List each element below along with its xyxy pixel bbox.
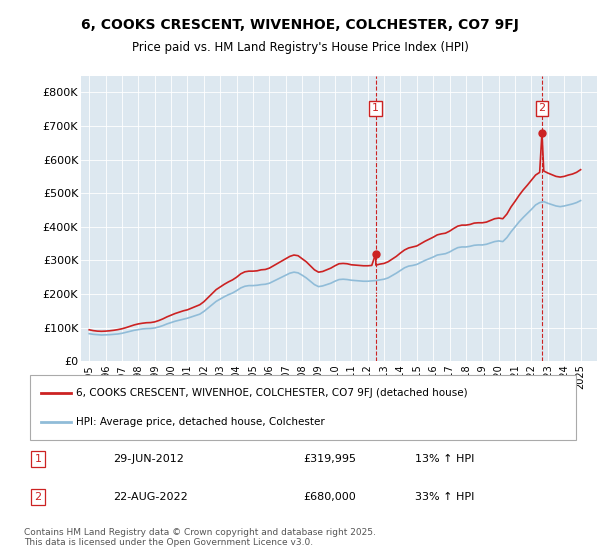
Text: Price paid vs. HM Land Registry's House Price Index (HPI): Price paid vs. HM Land Registry's House …: [131, 41, 469, 54]
Text: 6, COOKS CRESCENT, WIVENHOE, COLCHESTER, CO7 9FJ (detached house): 6, COOKS CRESCENT, WIVENHOE, COLCHESTER,…: [76, 388, 468, 398]
Text: 2: 2: [34, 492, 41, 502]
Text: 33% ↑ HPI: 33% ↑ HPI: [415, 492, 474, 502]
Text: 29-JUN-2012: 29-JUN-2012: [113, 454, 184, 464]
Text: Contains HM Land Registry data © Crown copyright and database right 2025.
This d: Contains HM Land Registry data © Crown c…: [24, 528, 376, 547]
Text: £319,995: £319,995: [303, 454, 356, 464]
FancyBboxPatch shape: [30, 375, 576, 440]
Text: 1: 1: [372, 104, 379, 114]
Text: 22-AUG-2022: 22-AUG-2022: [113, 492, 188, 502]
Text: £680,000: £680,000: [303, 492, 356, 502]
Text: 2: 2: [538, 104, 545, 114]
Text: 1: 1: [34, 454, 41, 464]
Text: HPI: Average price, detached house, Colchester: HPI: Average price, detached house, Colc…: [76, 417, 325, 427]
Text: 6, COOKS CRESCENT, WIVENHOE, COLCHESTER, CO7 9FJ: 6, COOKS CRESCENT, WIVENHOE, COLCHESTER,…: [81, 18, 519, 32]
Text: 13% ↑ HPI: 13% ↑ HPI: [415, 454, 474, 464]
